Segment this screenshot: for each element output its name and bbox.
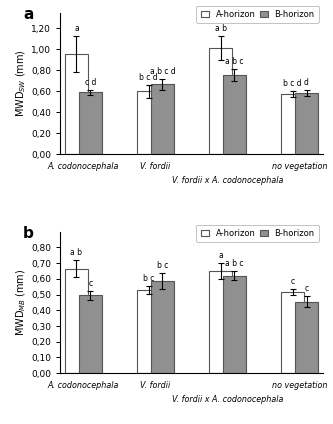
Text: b: b bbox=[23, 226, 34, 241]
Text: V. fordii: V. fordii bbox=[140, 381, 170, 390]
Text: V. fordii: V. fordii bbox=[140, 162, 170, 171]
Bar bbox=[223, 75, 246, 154]
Text: A. codonocephala: A. codonocephala bbox=[48, 381, 119, 390]
Text: b c: b c bbox=[157, 261, 168, 270]
Bar bbox=[209, 48, 232, 154]
Text: c: c bbox=[304, 284, 309, 293]
Text: a b c: a b c bbox=[225, 259, 244, 268]
Text: b c d: b c d bbox=[283, 78, 302, 88]
Y-axis label: MWD$_{MB}$ (mm): MWD$_{MB}$ (mm) bbox=[15, 269, 28, 336]
Text: a: a bbox=[74, 24, 79, 33]
Text: V. fordii x A. codonocephala: V. fordii x A. codonocephala bbox=[172, 176, 283, 185]
Y-axis label: MWD$_{SW}$ (mm): MWD$_{SW}$ (mm) bbox=[15, 50, 28, 117]
Text: a: a bbox=[218, 251, 223, 260]
Text: a b c: a b c bbox=[225, 57, 244, 66]
Text: c: c bbox=[88, 279, 92, 287]
Legend: A-horizon, B-horizon: A-horizon, B-horizon bbox=[196, 225, 319, 242]
Text: a b: a b bbox=[70, 248, 83, 257]
Bar bbox=[295, 93, 318, 154]
Text: b c: b c bbox=[143, 274, 154, 283]
Text: V. fordii x A. codonocephala: V. fordii x A. codonocephala bbox=[172, 395, 283, 404]
Bar bbox=[137, 290, 160, 373]
Bar bbox=[65, 269, 88, 373]
Bar bbox=[151, 281, 174, 373]
Bar bbox=[79, 296, 102, 373]
Text: no vegetation: no vegetation bbox=[272, 381, 327, 390]
Bar bbox=[223, 276, 246, 373]
Bar bbox=[209, 271, 232, 373]
Bar bbox=[137, 91, 160, 154]
Bar bbox=[281, 94, 304, 154]
Text: c d: c d bbox=[85, 78, 96, 86]
Bar bbox=[151, 84, 174, 154]
Text: A. codonocephala: A. codonocephala bbox=[48, 162, 119, 171]
Bar bbox=[79, 92, 102, 154]
Bar bbox=[295, 301, 318, 373]
Legend: A-horizon, B-horizon: A-horizon, B-horizon bbox=[196, 6, 319, 23]
Text: d: d bbox=[304, 78, 309, 86]
Text: c: c bbox=[291, 277, 295, 286]
Text: no vegetation: no vegetation bbox=[272, 162, 327, 171]
Bar bbox=[65, 54, 88, 154]
Text: a b: a b bbox=[214, 24, 226, 33]
Text: b c d: b c d bbox=[139, 73, 158, 82]
Bar bbox=[281, 292, 304, 373]
Text: a: a bbox=[23, 7, 34, 22]
Text: a b c d: a b c d bbox=[150, 67, 175, 75]
